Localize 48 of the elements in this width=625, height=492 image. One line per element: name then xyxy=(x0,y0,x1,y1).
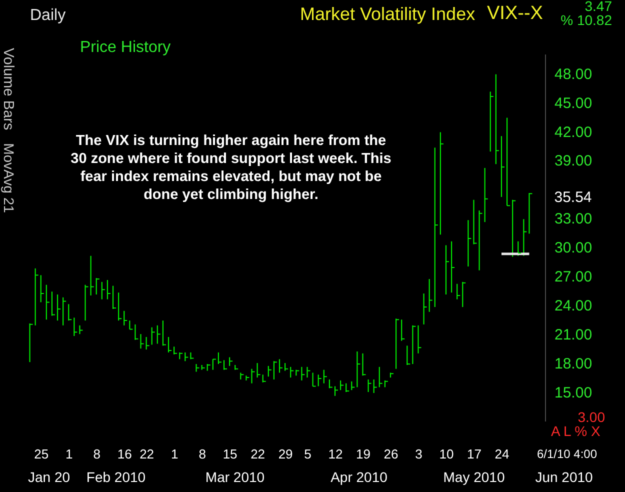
x-tick-label: 25 xyxy=(34,446,49,462)
x-tick-label: 19 xyxy=(356,446,370,462)
text: 3.47 xyxy=(584,0,612,14)
x-tick-label: 1 xyxy=(66,446,73,462)
x-tick-label: 29 xyxy=(278,446,293,462)
y-tick-label: 21.00 xyxy=(554,326,592,344)
text: A L % X xyxy=(551,423,601,439)
x-tick-label: 5 xyxy=(304,446,312,462)
y-tick-label: 18.00 xyxy=(554,356,592,373)
y-tick-label: 48.00 xyxy=(554,66,592,83)
x-tick-label: 17 xyxy=(466,446,482,462)
chart-title: Market Volatility Index xyxy=(300,4,476,24)
x-tick-label: 8 xyxy=(93,446,100,462)
x-tick-label: 10 xyxy=(439,446,454,462)
text: 35.54 xyxy=(554,189,592,206)
text: Mar 2010 xyxy=(205,469,265,485)
x-tick-label: 1 xyxy=(170,446,178,462)
text: May 2010 xyxy=(443,469,505,485)
x-tick-label: 3 xyxy=(415,446,422,462)
y-tick-label: 42.00 xyxy=(554,124,592,141)
x-tick-label: 26 xyxy=(384,446,398,462)
text: Apr 2010 xyxy=(330,469,388,485)
y-tick-label: 24.00 xyxy=(554,298,592,315)
x-tick-label: 12 xyxy=(328,446,343,462)
text: 3.00 xyxy=(578,409,606,425)
text: Jun 2010 xyxy=(535,469,594,485)
y-tick-label: 27.00 xyxy=(554,268,592,286)
x-tick-label: 16 xyxy=(117,446,132,462)
text: Jan 20 xyxy=(28,469,70,485)
x-tick-label: 24 xyxy=(494,446,510,462)
text: 6/1/10 4:00 xyxy=(536,447,598,461)
text: Daily xyxy=(30,7,66,24)
y-tick-label: 45.00 xyxy=(554,94,592,112)
text: Volume Bars xyxy=(0,48,16,130)
x-tick-label: 8 xyxy=(198,446,206,462)
y-tick-label: 15.00 xyxy=(554,384,592,402)
y-tick-label: 33.00 xyxy=(554,210,592,228)
x-tick-label: 15 xyxy=(222,446,238,462)
y-tick-label: 39.00 xyxy=(554,152,592,170)
x-tick-label: 22 xyxy=(250,446,266,462)
text: % 10.82 xyxy=(560,12,612,28)
annotation: The VIX is turning higher again here from the 30 zone where it found support last week. This fear index remains elevated, but may not be done yet climbing higher. xyxy=(70,133,392,203)
annotation: Price History xyxy=(80,39,171,56)
x-tick-label: 22 xyxy=(140,446,154,462)
y-tick-label: 30.00 xyxy=(554,240,592,257)
chart-subtitle: VIX--X xyxy=(487,3,544,24)
text: MovAvg 21 xyxy=(1,143,17,214)
text: Feb 2010 xyxy=(86,469,146,485)
